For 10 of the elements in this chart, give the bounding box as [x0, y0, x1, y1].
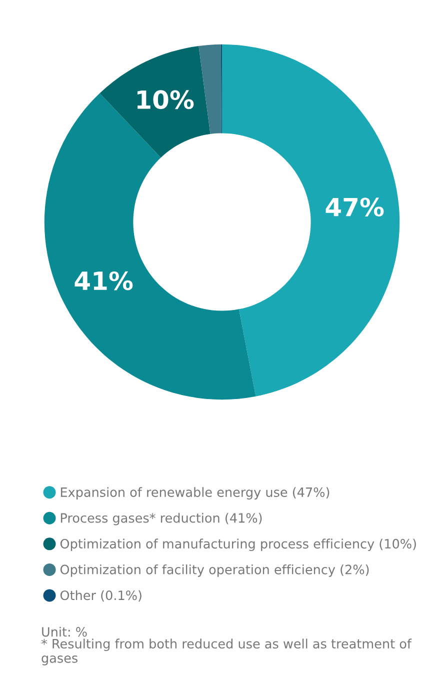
- legend-label: Expansion of renewable energy use (47%): [60, 487, 330, 500]
- text: Unit: %: [42, 626, 87, 637]
- legend-label: Process gases* reduction (41%): [60, 512, 262, 526]
- data-label: 41%: [74, 271, 133, 290]
- data-label: 10%: [137, 90, 194, 110]
- legend-label: Optimization of manufacturing process efficiency (10%): [60, 538, 416, 552]
- legend-label: Other (0.1%): [60, 590, 142, 602]
- legend-label: Optimization of facility operation efficiency (2%): [60, 564, 369, 577]
- text: * Resulting from both reduced use as well as treatment of gases: [41, 638, 412, 666]
- data-label: 47%: [326, 198, 384, 217]
